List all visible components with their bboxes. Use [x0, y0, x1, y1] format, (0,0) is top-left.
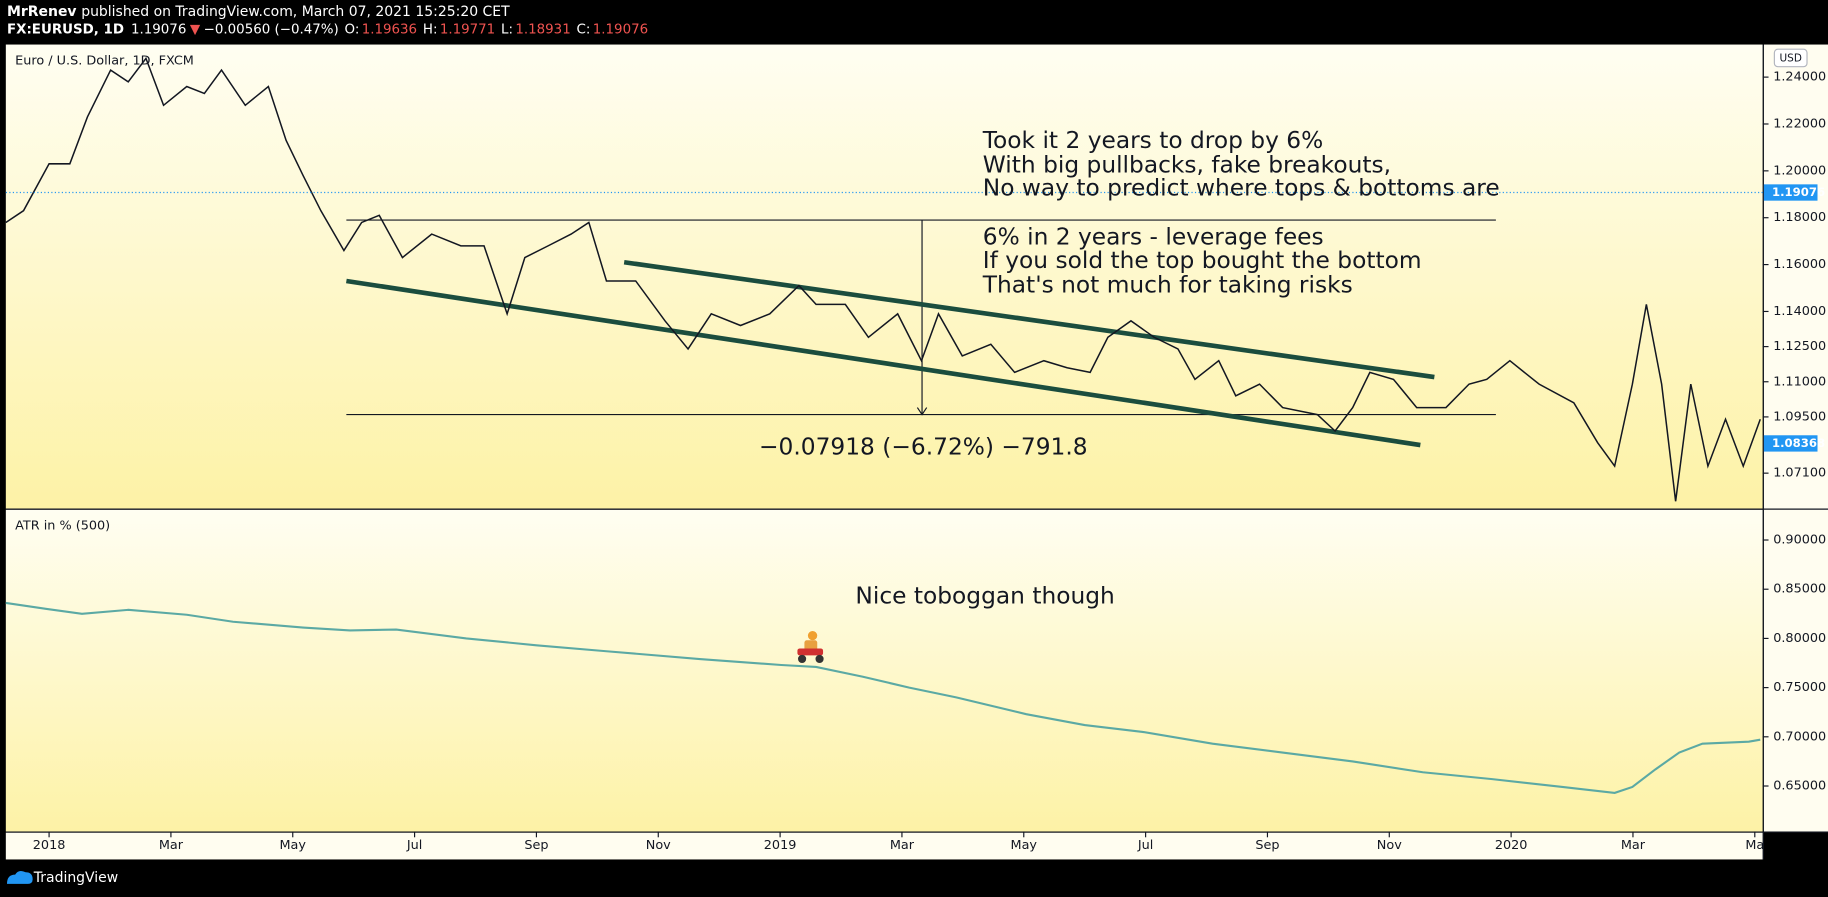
y-tick-label: 1.12500 — [1773, 339, 1826, 354]
annotation: If you sold the top bought the bottom — [983, 247, 1422, 274]
brand-logo — [6, 870, 33, 884]
measure-label: −0.07918 (−6.72%) −791.8 — [759, 433, 1088, 460]
y-tick-label: 0.70000 — [1773, 729, 1826, 744]
annotation: 6% in 2 years - leverage fees — [983, 224, 1324, 251]
y-tick-label: 1.16000 — [1773, 257, 1826, 272]
annotation: Took it 2 years to drop by 6% — [982, 127, 1323, 154]
author: MrRenev — [7, 4, 77, 20]
x-tick-label: Nov — [1377, 838, 1402, 853]
arrow-head — [916, 407, 928, 416]
published: published on TradingView.com, March 07, … — [81, 4, 510, 20]
arrow: ▼ — [190, 22, 201, 37]
price-label-box — [1763, 435, 1818, 452]
annotation: With big pullbacks, fake breakouts, — [983, 151, 1391, 178]
quote-line: FX:EURUSD, 1D 1.19076 ▼ −0.00560 (−0.47%) O:… — [7, 22, 648, 37]
y-tick-label: 0.65000 — [1773, 779, 1826, 794]
price-label-box — [1763, 184, 1818, 201]
y-tick-label: 1.20000 — [1773, 163, 1826, 178]
y-tick-label: 1.14000 — [1773, 304, 1826, 319]
x-tick-label: Mar — [890, 838, 915, 853]
price-line — [5, 56, 1761, 502]
x-tick-label: Jul — [406, 838, 422, 853]
header-line: MrRenev published on TradingView.com, Mar… — [7, 4, 510, 20]
y-tick-label: 0.80000 — [1773, 631, 1826, 646]
ohlc-value: 1.19771 — [440, 22, 495, 37]
y-tick-label: 1.11000 — [1773, 374, 1826, 389]
y-tick-label: 1.18000 — [1773, 210, 1826, 225]
price-pane — [5, 44, 1763, 509]
y-tick-label: 1.22000 — [1773, 116, 1826, 131]
wheelchair-icon — [797, 630, 824, 664]
change: −0.00560 (−0.47%) — [204, 22, 339, 37]
ohlc-label: O: — [345, 22, 360, 37]
y-tick-label: 0.90000 — [1773, 533, 1826, 548]
ohlc-label: H: — [423, 22, 438, 37]
symbol: FX:EURUSD, 1D — [7, 22, 124, 37]
y-tick-label: 1.07100 — [1773, 466, 1826, 481]
x-tick-label: Sep — [524, 838, 548, 853]
x-tick-label: Mar — [1621, 838, 1646, 853]
brand: TradingView — [33, 870, 118, 886]
ohlc-value: 1.19076 — [593, 22, 648, 37]
y-tick-label: 0.85000 — [1773, 582, 1826, 597]
pane-title: Euro / U.S. Dollar, 1D, FXCM — [15, 53, 194, 68]
x-tick-label: Ma — [1745, 838, 1764, 853]
time-axis — [5, 832, 1763, 860]
drawing-line — [346, 278, 1421, 448]
x-tick-label: 2020 — [1495, 838, 1528, 853]
x-tick-label: Nov — [646, 838, 671, 853]
annotation: That's not much for taking risks — [982, 271, 1353, 298]
annotation: Nice toboggan though — [855, 583, 1114, 610]
x-tick-label: Jul — [1137, 838, 1153, 853]
ohlc-label: C: — [577, 22, 591, 37]
annotation: No way to predict where tops & bottoms a… — [983, 175, 1500, 202]
x-tick-label: May — [1011, 838, 1038, 853]
currency-box — [1773, 48, 1808, 68]
y-tick-label: 0.75000 — [1773, 680, 1826, 695]
x-tick-label: Sep — [1255, 838, 1279, 853]
price-label: 1.19076 — [1772, 185, 1825, 199]
ohlc-value: 1.18931 — [515, 22, 570, 37]
atr-line — [5, 601, 1761, 794]
drawing-line — [623, 259, 1435, 380]
ohlc-value: 1.19636 — [362, 22, 417, 37]
atr-pane — [5, 509, 1763, 832]
y-tick-label: 1.24000 — [1773, 70, 1826, 85]
ohlc-label: L: — [501, 22, 513, 37]
x-tick-label: 2019 — [764, 838, 797, 853]
price-label: 1.08368 — [1772, 436, 1825, 450]
x-tick-label: Mar — [159, 838, 184, 853]
currency: USD — [1779, 53, 1801, 65]
pane-title: ATR in % (500) — [15, 519, 110, 534]
last: 1.19076 — [131, 22, 186, 37]
x-tick-label: 2018 — [33, 838, 66, 853]
y-tick-label: 1.09500 — [1773, 409, 1826, 424]
x-tick-label: May — [280, 838, 307, 853]
